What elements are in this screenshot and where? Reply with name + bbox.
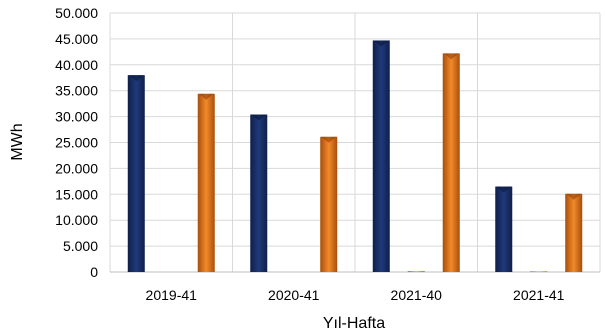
y-tick-label: 30.000 [55,109,98,125]
bar-s3-2020-41 [320,136,338,272]
bar-cap [321,136,337,143]
x-tick-label: 2021-41 [513,287,565,303]
bar-cap [251,114,267,121]
bar-cap [128,75,144,82]
y-tick-label: 25.000 [55,135,98,151]
y-axis-ticks: 0 5.000 10.000 15.000 20.000 25.000 30.000 35.0… [55,5,98,280]
bar-s1-2020-41 [250,114,268,272]
bar-s1-2021-41 [495,186,513,272]
gridlines [109,12,601,273]
bar-s1-2021-40 [372,40,390,273]
bar-s3-2021-40 [442,53,460,273]
y-tick-label: 35.000 [55,83,98,99]
bar-s3-2019-41 [197,93,215,272]
x-tick-label: 2021-40 [391,287,443,303]
x-axis-ticks: 2019-41 2020-41 2021-40 2021-41 [146,287,565,303]
bar-s1-2019-41 [127,75,145,272]
bar-s3-2021-41 [565,193,583,272]
y-tick-label: 0 [90,264,98,280]
bar-s2-2021-41 [530,271,548,272]
x-tick-label: 2020-41 [268,287,320,303]
y-tick-label: 15.000 [55,186,98,202]
bars [127,40,583,273]
x-axis-title: Yıl-Hafta [323,315,385,332]
y-tick-label: 45.000 [55,31,98,47]
y-axis-title: MWh [9,123,26,160]
bar-s2-2021-40 [407,270,425,272]
y-tick-label: 40.000 [55,57,98,73]
y-tick-label: 5.000 [63,238,98,254]
bar-cap [566,193,582,200]
bar-cap [198,93,214,100]
x-tick-label: 2019-41 [146,287,198,303]
bar-cap [373,40,389,47]
bar-cap [443,53,459,60]
bar-cap [496,186,512,193]
y-tick-label: 20.000 [55,160,98,176]
y-tick-label: 50.000 [55,5,98,21]
y-tick-label: 10.000 [55,212,98,228]
